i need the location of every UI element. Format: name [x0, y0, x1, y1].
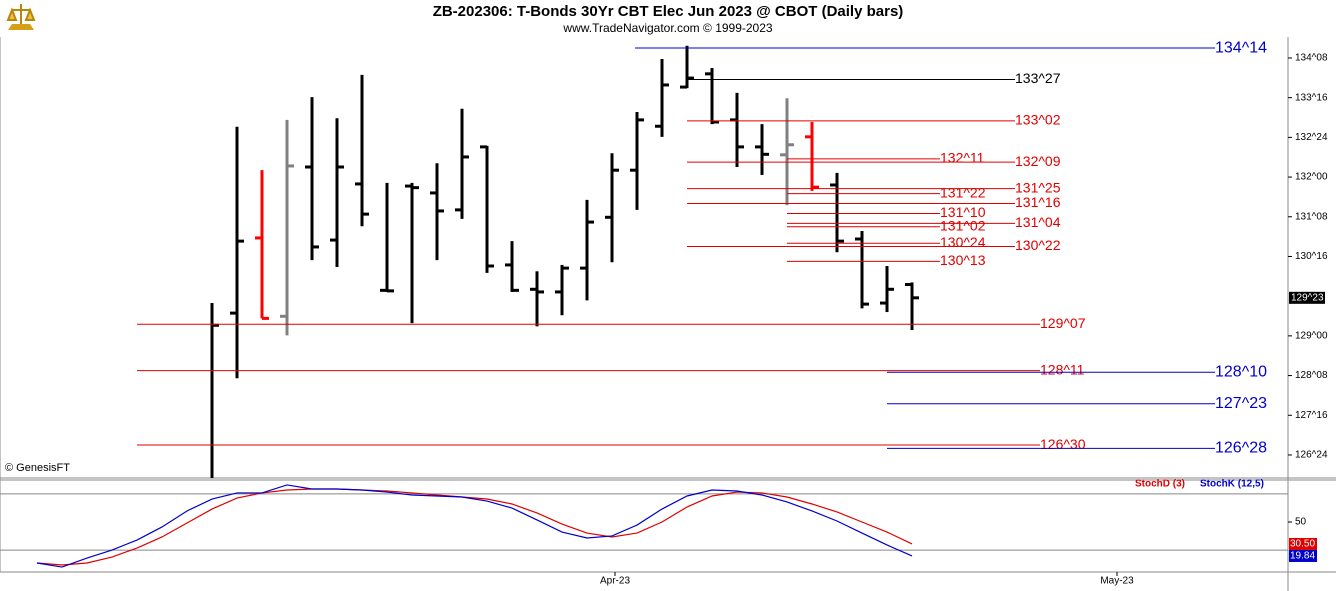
level-label: 131^10: [940, 204, 986, 220]
x-tick-label: May-23: [1100, 576, 1134, 587]
last-value-box: [1289, 549, 1317, 562]
stoch-pane: [0, 484, 1288, 568]
y-tick-label: 128^08: [1295, 370, 1328, 381]
last-price-label: 129^23: [1291, 292, 1324, 303]
y-tick-label: 127^16: [1295, 410, 1328, 421]
level-label: 130^22: [1015, 237, 1061, 253]
last-value-box: [1289, 537, 1317, 550]
level-label: 126^28: [1215, 440, 1267, 457]
level-label: 126^30: [1040, 436, 1086, 452]
x-tick-label: Apr-23: [600, 576, 630, 587]
level-label: 132^09: [1015, 153, 1061, 169]
source-note: © GenesisFT: [5, 462, 70, 474]
level-label: 131^22: [940, 184, 986, 200]
stoch-line: [36, 488, 913, 566]
legend-entry: StochD (3): [1135, 479, 1185, 490]
level-label: 130^24: [940, 234, 986, 250]
last-price-box: [1289, 291, 1325, 304]
level-label: 131^16: [1015, 194, 1061, 210]
logo: [6, 4, 36, 30]
level-label: 131^25: [1015, 179, 1061, 195]
level-label: 132^11: [940, 150, 985, 166]
y-tick-label: 133^16: [1295, 92, 1328, 103]
level-label: 133^27: [1015, 70, 1061, 86]
y-tick-label: 131^08: [1295, 211, 1328, 222]
level-label: 131^02: [940, 217, 986, 233]
stoch-line: [36, 484, 913, 568]
y-tick-label: 132^24: [1295, 132, 1328, 143]
level-label: 133^02: [1015, 112, 1061, 128]
y-tick-label: 129^00: [1295, 331, 1328, 342]
last-value-label: 30.50: [1290, 539, 1315, 550]
chart-title: ZB-202306: T-Bonds 30Yr CBT Elec Jun 202…: [433, 3, 904, 20]
legend-entry: StochK (12,5): [1200, 479, 1264, 490]
last-value-label: 19.84: [1290, 551, 1315, 562]
level-label: 134^14: [1215, 39, 1267, 56]
level-label: 128^11: [1040, 361, 1085, 377]
level-label: 129^07: [1040, 315, 1086, 331]
y-tick-label: 134^08: [1295, 53, 1328, 64]
price-pane: [210, 45, 919, 478]
level-label: 127^23: [1215, 395, 1267, 412]
y-tick-label: 126^24: [1295, 450, 1328, 461]
y-tick-label: 132^00: [1295, 172, 1328, 183]
y-tick-label: 50: [1295, 517, 1307, 528]
level-label: 130^13: [940, 252, 986, 268]
level-label: 128^10: [1215, 363, 1267, 380]
level-label: 131^04: [1015, 214, 1061, 230]
y-tick-label: 130^16: [1295, 251, 1328, 262]
chart-subtitle: www.TradeNavigator.com © 1999-2023: [562, 21, 772, 35]
